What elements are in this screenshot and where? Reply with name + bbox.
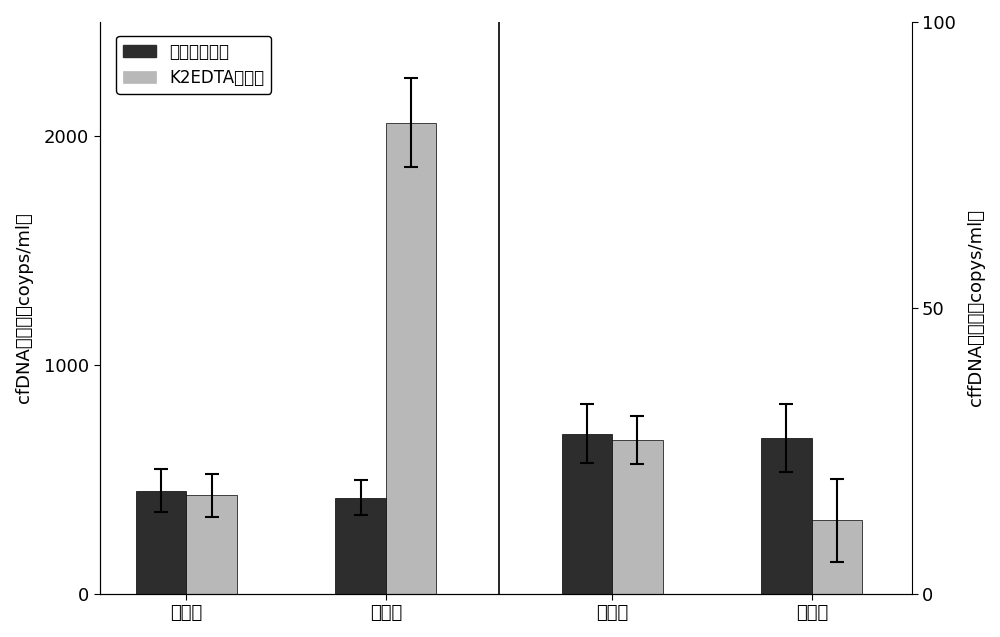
Bar xyxy=(335,497,386,594)
Y-axis label: cfDNA拷贝数（coyps/ml）: cfDNA拷贝数（coyps/ml） xyxy=(15,212,33,403)
Bar xyxy=(386,122,436,594)
Bar xyxy=(761,438,812,594)
Bar xyxy=(562,434,612,594)
Bar xyxy=(812,520,862,594)
Bar xyxy=(612,440,663,594)
Bar xyxy=(136,490,186,594)
Bar xyxy=(186,496,237,594)
Y-axis label: cffDNA拷贝数（copys/ml）: cffDNA拷贝数（copys/ml） xyxy=(967,210,985,406)
Legend: 本发明采血管, K2EDTA抗凝管: 本发明采血管, K2EDTA抗凝管 xyxy=(116,36,271,94)
